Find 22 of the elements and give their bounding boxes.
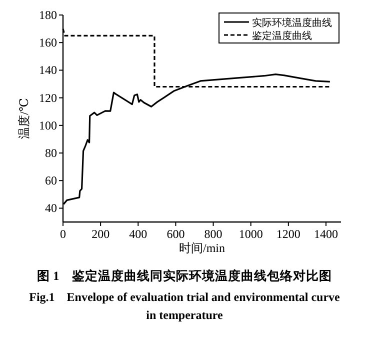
- y-tick-label: 160: [39, 36, 57, 50]
- y-tick-label: 140: [39, 63, 57, 78]
- y-tick-label: 100: [39, 118, 57, 132]
- x-tick-label: 200: [92, 227, 110, 241]
- y-axis-title: 温度/℃: [17, 98, 31, 139]
- y-tick-label: 60: [45, 174, 57, 188]
- legend-label: 实际环境温度曲线: [252, 17, 332, 29]
- x-tick-label: 600: [166, 227, 185, 241]
- x-tick-label: 400: [129, 227, 148, 241]
- x-tick-label: 800: [204, 227, 222, 241]
- y-tick-label: 120: [39, 90, 57, 105]
- y-tick-label: 40: [45, 201, 57, 216]
- x-tick-label: 0: [60, 227, 66, 241]
- x-tick-label: 1200: [276, 227, 300, 241]
- text: 图 1 鉴定温度曲线同实际环境温度曲线包络对比图: [36, 268, 332, 283]
- text: Fig.1 Envelope of evaluation trial and environmental curve in temperature: [29, 290, 341, 322]
- x-tick-label: 1000: [238, 227, 263, 241]
- x-tick-label: 1400: [314, 227, 338, 241]
- y-tick-label: 80: [45, 146, 57, 160]
- y-tick-label: 180: [39, 8, 57, 22]
- x-axis-title: 时间/min: [178, 241, 226, 255]
- legend-label: 鉴定温度曲线: [252, 30, 312, 42]
